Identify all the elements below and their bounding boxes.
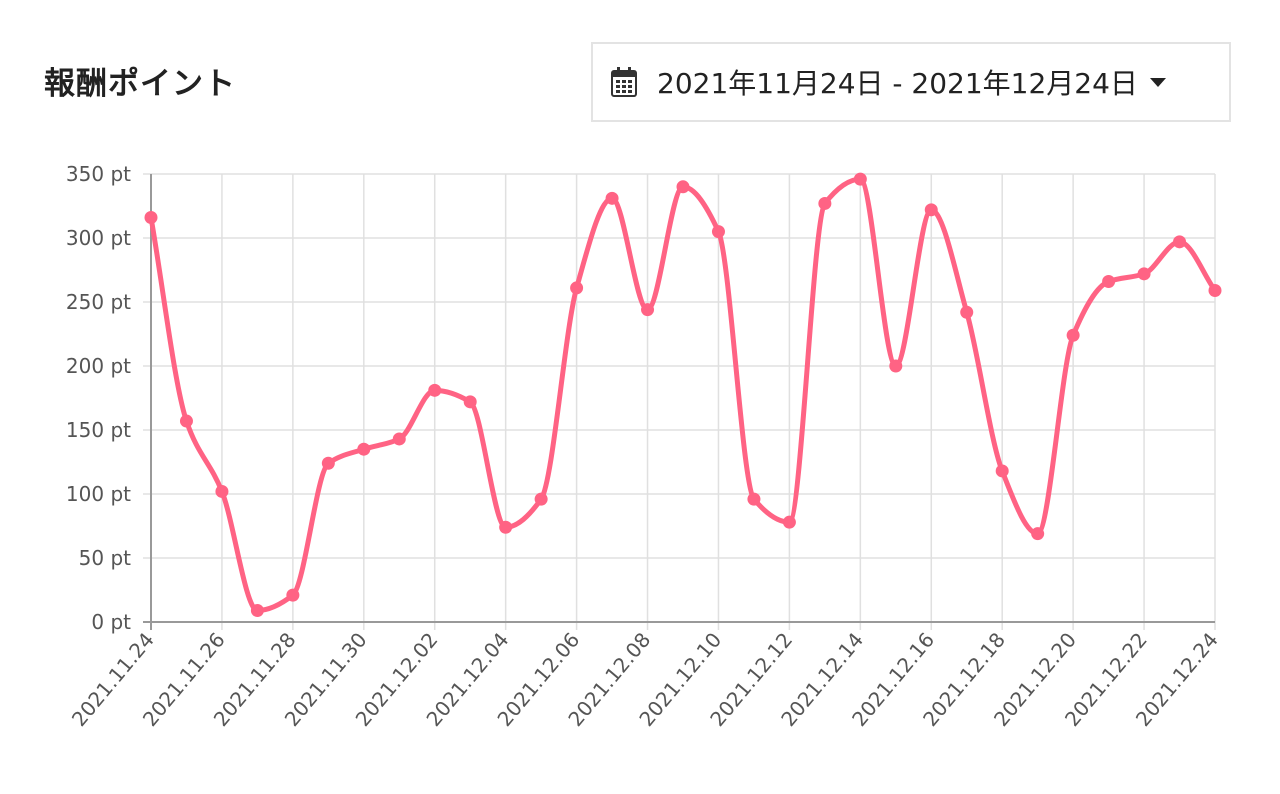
series-points bbox=[144, 172, 1222, 617]
page-title: 報酬ポイント bbox=[44, 66, 236, 102]
data-point[interactable] bbox=[747, 492, 761, 506]
data-point[interactable] bbox=[1031, 527, 1045, 541]
y-tick-label: 250 pt bbox=[66, 290, 131, 314]
data-point[interactable] bbox=[286, 588, 300, 602]
y-tick-label: 0 pt bbox=[91, 610, 131, 634]
data-point[interactable] bbox=[463, 395, 477, 409]
data-point[interactable] bbox=[853, 172, 867, 186]
data-point[interactable] bbox=[215, 484, 229, 498]
y-axis-ticks: 0 pt 50 pt 100 pt 150 pt 200 pt 250 pt 300 pt 3… bbox=[66, 162, 131, 634]
data-point[interactable] bbox=[357, 442, 371, 456]
data-point[interactable] bbox=[889, 359, 903, 373]
data-point[interactable] bbox=[782, 515, 796, 529]
y-tick-label: 350 pt bbox=[66, 162, 131, 186]
data-point[interactable] bbox=[641, 303, 655, 317]
reward-points-chart: 0 pt 50 pt 100 pt 150 pt 200 pt 250 pt 300 pt 3… bbox=[66, 162, 1223, 731]
data-point[interactable] bbox=[321, 456, 335, 470]
y-tick-label: 100 pt bbox=[66, 482, 131, 506]
data-point[interactable] bbox=[1066, 328, 1080, 342]
y-tick-label: 50 pt bbox=[79, 546, 132, 570]
chart-grid bbox=[143, 173, 1216, 630]
data-point[interactable] bbox=[144, 211, 158, 225]
data-point[interactable] bbox=[711, 225, 725, 239]
data-point[interactable] bbox=[534, 492, 548, 506]
caret-down-icon bbox=[1149, 77, 1166, 87]
date-range-picker[interactable]: 2021年11月24日 - 2021年12月24日 bbox=[591, 42, 1231, 122]
data-point[interactable] bbox=[605, 191, 619, 205]
data-point[interactable] bbox=[1102, 275, 1116, 289]
chart-axes bbox=[143, 174, 1215, 630]
data-point[interactable] bbox=[1137, 267, 1151, 281]
y-tick-label: 200 pt bbox=[66, 354, 131, 378]
data-point[interactable] bbox=[1173, 235, 1187, 249]
y-tick-label: 150 pt bbox=[66, 418, 131, 442]
data-point[interactable] bbox=[570, 281, 584, 295]
data-point[interactable] bbox=[179, 414, 193, 428]
calendar-icon bbox=[611, 67, 639, 97]
series-line bbox=[148, 176, 1218, 613]
data-point[interactable] bbox=[676, 180, 690, 194]
data-point[interactable] bbox=[428, 383, 442, 397]
y-tick-label: 300 pt bbox=[66, 226, 131, 250]
data-point[interactable] bbox=[924, 203, 938, 217]
data-point[interactable] bbox=[960, 305, 974, 319]
x-axis-ticks: 2021.11.242021.11.262021.11.282021.11.30… bbox=[67, 628, 1223, 731]
data-point[interactable] bbox=[995, 464, 1009, 478]
data-point[interactable] bbox=[392, 432, 406, 446]
data-point[interactable] bbox=[1208, 283, 1222, 297]
data-point[interactable] bbox=[818, 196, 832, 210]
data-point[interactable] bbox=[250, 603, 264, 617]
data-point[interactable] bbox=[499, 520, 513, 534]
date-range-label: 2021年11月24日 - 2021年12月24日 bbox=[657, 67, 1138, 100]
